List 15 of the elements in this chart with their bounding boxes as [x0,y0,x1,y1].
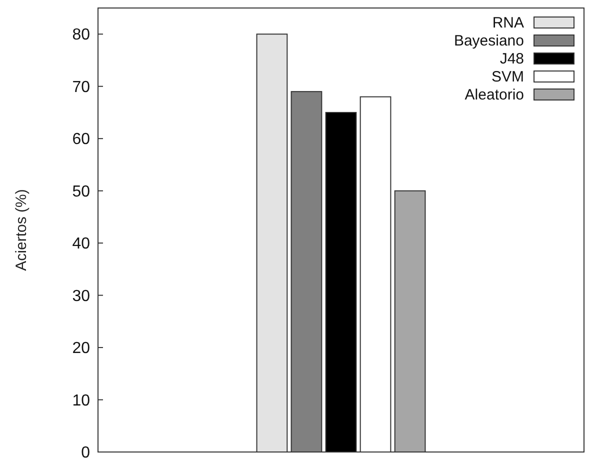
legend-label: RNA [492,14,524,32]
y-tick-label: 80 [72,26,90,44]
y-tick-label: 30 [72,288,90,305]
y-tick-label: 10 [72,392,90,410]
y-tick-label: 60 [72,131,90,148]
legend-label: Aleatorio [464,86,524,104]
legend-label: Bayesiano [454,32,524,50]
legend-label: J48 [500,50,524,68]
y-tick-label: 40 [72,236,90,253]
y-tick-label: 70 [72,78,90,96]
legend-label: SVM [491,68,524,86]
y-tick-label: 0 [81,444,90,462]
y-tick-label: 50 [72,183,90,200]
y-tick-label: 20 [72,340,90,358]
y-axis-title: Aciertos (%) [13,189,30,271]
